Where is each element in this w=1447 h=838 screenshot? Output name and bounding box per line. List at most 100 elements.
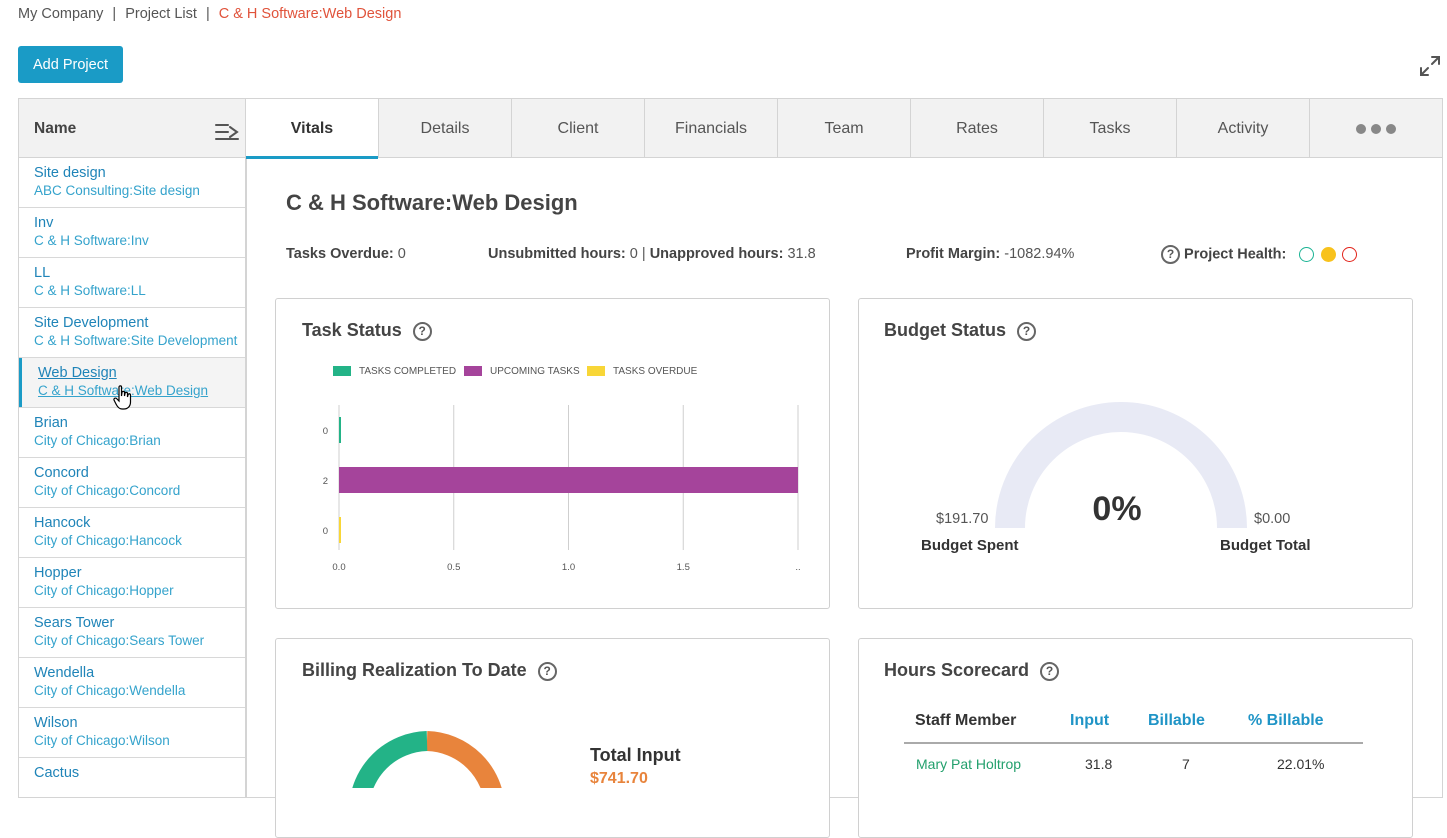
unapproved-value: 31.8 [787, 246, 816, 262]
project-list-item[interactable]: Brian City of Chicago:Brian [19, 408, 245, 458]
question-circle-icon[interactable]: ? [1040, 661, 1060, 681]
col-input[interactable]: Input [1070, 712, 1110, 729]
staff-member-link[interactable]: Mary Pat Holtrop [916, 756, 1022, 772]
breadcrumb-separator: | [205, 6, 210, 22]
project-health-stat: ? Project Health: [1161, 245, 1286, 264]
legend-swatch[interactable] [333, 366, 351, 376]
add-project-button[interactable]: Add Project [18, 46, 123, 83]
billing-title-text: Billing Realization To Date [302, 660, 527, 680]
x-tick-label: 0.5 [447, 562, 460, 573]
y-tick-label: 2 [323, 476, 328, 487]
tasks-overdue-value: 0 [397, 246, 406, 262]
project-client-path: City of Chicago:Brian [34, 433, 161, 448]
sidebar-header: Name [19, 99, 245, 158]
budget-total-label: Budget Total [1220, 537, 1311, 554]
project-list-item[interactable]: Wendella City of Chicago:Wendella [19, 658, 245, 708]
health-red-indicator[interactable] [1342, 247, 1357, 262]
tab-client[interactable]: Client [512, 99, 645, 158]
total-input-label: Total Input [590, 745, 681, 765]
project-list-item[interactable]: Sears Tower City of Chicago:Sears Tower [19, 608, 245, 658]
project-list-item[interactable]: Wilson City of Chicago:Wilson [19, 708, 245, 758]
project-list-item[interactable]: Cactus [19, 758, 245, 797]
tab-team[interactable]: Team [778, 99, 911, 158]
x-tick-label: 1.0 [562, 562, 575, 573]
more-tabs-button[interactable] [1310, 99, 1442, 158]
project-name: Cactus [34, 765, 80, 781]
tasks-overdue-label: Tasks Overdue: [286, 246, 394, 262]
question-circle-icon[interactable]: ? [412, 321, 432, 341]
tab-tasks[interactable]: Tasks [1044, 99, 1177, 158]
project-list-item[interactable]: Site Development C & H Software:Site Deve… [19, 308, 245, 358]
project-list-item[interactable]: Inv C & H Software:Inv [19, 208, 245, 258]
tab-activity[interactable]: Activity [1177, 99, 1310, 158]
budget-spent-value: $191.70 [936, 511, 989, 527]
health-green-indicator[interactable] [1299, 247, 1314, 262]
legend-label[interactable]: TASKS OVERDUE [613, 366, 698, 377]
project-list-item[interactable]: Hopper City of Chicago:Hopper [19, 558, 245, 608]
profit-margin-stat: Profit Margin: -1082.94% [906, 246, 1074, 262]
project-list-item[interactable]: Site design ABC Consulting:Site design [19, 158, 245, 208]
budget-status-title: Budget Status ? [884, 320, 1037, 341]
legend-label[interactable]: TASKS COMPLETED [359, 366, 457, 377]
col-staff-member: Staff Member [915, 712, 1017, 729]
x-tick-label: 1.5 [677, 562, 690, 573]
tab-rates[interactable]: Rates [911, 99, 1044, 158]
hours-stat: Unsubmitted hours: 0 | Unapproved hours:… [488, 246, 816, 262]
project-client-path: ABC Consulting:Site design [34, 183, 200, 198]
project-name: Web Design [38, 365, 117, 381]
project-client-path: City of Chicago:Sears Tower [34, 633, 205, 648]
question-circle-icon[interactable]: ? [1161, 245, 1180, 264]
breadcrumb-current: C & H Software:Web Design [218, 6, 402, 22]
y-tick-label: 0 [323, 426, 328, 437]
y-tick-label: 0 [323, 526, 328, 537]
project-list-item[interactable]: Web Design C & H Software:Web Design [19, 358, 245, 408]
hours-scorecard-title: Hours Scorecard ? [884, 660, 1060, 681]
breadcrumb-separator: | [112, 6, 117, 22]
project-list-item[interactable]: Hancock City of Chicago:Hancock [19, 508, 245, 558]
question-circle-icon[interactable]: ? [1017, 321, 1037, 341]
project-name: Inv [34, 215, 54, 231]
project-name: Hancock [34, 515, 91, 531]
project-list-item[interactable]: LL C & H Software:LL [19, 258, 245, 308]
project-name: Wilson [34, 715, 78, 731]
budget-percent: 0% [1092, 490, 1142, 528]
project-name: Sears Tower [34, 615, 115, 631]
project-list-item[interactable]: Concord City of Chicago:Concord [19, 458, 245, 508]
budget-total-value: $0.00 [1254, 511, 1291, 527]
project-client-path: C & H Software:Web Design [38, 383, 209, 398]
task-status-title: Task Status ? [302, 320, 432, 341]
unsubmitted-label: Unsubmitted hours: [488, 246, 626, 262]
col-pct-billable[interactable]: % Billable [1248, 712, 1324, 729]
project-name: Hopper [34, 565, 82, 581]
task-bar [339, 517, 341, 543]
staff-input-value: 31.8 [1085, 756, 1113, 772]
legend-swatch[interactable] [464, 366, 482, 376]
staff-pct-value: 22.01% [1277, 756, 1325, 772]
name-column-header[interactable]: Name [34, 120, 77, 137]
budget-gauge [995, 402, 1247, 529]
health-yellow-indicator[interactable] [1321, 247, 1336, 262]
expand-arrows-icon[interactable] [1418, 54, 1442, 78]
project-client-path: City of Chicago:Wendella [34, 683, 186, 698]
project-name: Brian [34, 415, 68, 431]
tab-details[interactable]: Details [379, 99, 512, 158]
question-circle-icon[interactable]: ? [537, 661, 557, 681]
breadcrumb-my-company[interactable]: My Company [18, 6, 104, 22]
project-client-path: C & H Software:LL [34, 283, 146, 298]
table-header-divider [904, 742, 1363, 744]
col-billable[interactable]: Billable [1148, 712, 1205, 729]
legend-label[interactable]: UPCOMING TASKS [490, 366, 580, 377]
task-status-chart: 0.0 0.5 1.0 1.5 .. 0 2 0 [323, 405, 801, 573]
project-list-sidebar: Name Site design ABC Consulting:Site desi… [18, 98, 247, 798]
tab-vitals[interactable]: Vitals [246, 99, 379, 159]
tab-bar: Vitals Details Client Financials Team Rates Ta… [246, 99, 1442, 159]
legend-swatch[interactable] [587, 366, 605, 376]
sort-lines-icon[interactable] [215, 121, 239, 143]
tab-financials[interactable]: Financials [645, 99, 778, 158]
tasks-overdue-stat: Tasks Overdue: 0 [286, 246, 406, 262]
hours-scorecard-title-text: Hours Scorecard [884, 660, 1030, 680]
project-detail-panel: Vitals Details Client Financials Team Rates Ta… [246, 98, 1443, 798]
breadcrumb-project-list[interactable]: Project List [125, 6, 197, 22]
hand-cursor-icon [113, 385, 132, 410]
staff-billable-value: 7 [1182, 756, 1190, 772]
